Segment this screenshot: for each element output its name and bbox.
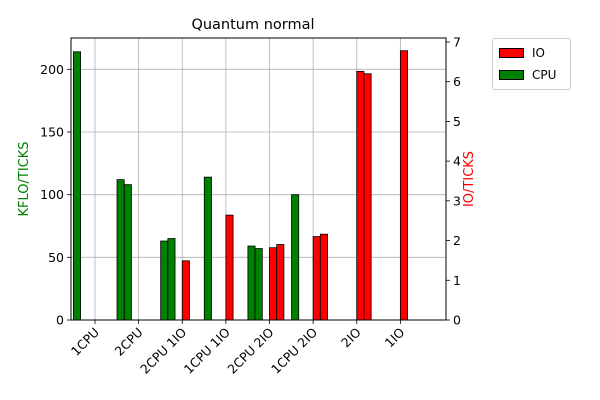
tick-label-right-1: 1 <box>453 273 461 288</box>
chart-title: Quantum normal <box>191 17 314 33</box>
bar-cpu-4-0 <box>247 245 256 321</box>
tick-label-right-3: 3 <box>453 193 461 208</box>
tick-label-right-4: 4 <box>453 154 461 169</box>
bar-cpu-2-1 <box>167 238 176 321</box>
bar-io-6-0 <box>356 70 365 321</box>
tick-label-right-0: 0 <box>453 313 461 328</box>
legend-item-cpu: CPU <box>493 64 570 86</box>
legend: IO CPU <box>492 38 571 90</box>
tick-label-x-2: 2CPU 1IO <box>137 324 189 376</box>
legend-swatch-io <box>499 48 524 58</box>
y-axis-right-label: IO/TICKS <box>462 151 477 207</box>
legend-label-cpu: CPU <box>532 68 557 82</box>
tick-label-x-4: 2CPU 2IO <box>224 324 276 376</box>
bar-io-4-1 <box>276 244 285 321</box>
bar-cpu-1-0 <box>116 179 125 321</box>
bar-cpu-4-1 <box>254 248 263 321</box>
bar-io-6-1 <box>363 73 372 321</box>
tick-label-left-0: 0 <box>56 313 64 328</box>
tick-label-x-5: 1CPU 2IO <box>268 324 320 376</box>
bar-io-3-0 <box>225 214 234 321</box>
y-axis-left-label: KFLO/TICKS <box>17 141 32 216</box>
tick-label-x-7: 1IO <box>382 324 408 350</box>
bars <box>73 50 416 321</box>
bar-cpu-3-0 <box>203 176 212 321</box>
right-axis: 0 1 2 3 4 5 6 7 <box>446 34 461 328</box>
tick-label-right-2: 2 <box>453 233 461 248</box>
plot-frame <box>70 37 447 321</box>
tick-label-right-6: 6 <box>453 74 461 89</box>
bar-cpu-2-0 <box>160 240 169 321</box>
bar-io-4-0 <box>269 247 278 321</box>
bar-cpu-5-0 <box>291 194 300 321</box>
bar-cpu-0-0 <box>73 51 82 321</box>
tick-label-left-4: 200 <box>40 62 64 77</box>
bar-cpu-1-1 <box>123 184 132 321</box>
legend-swatch-cpu <box>499 70 524 80</box>
tick-label-x-6: 2IO <box>338 324 364 350</box>
tick-label-x-1: 2CPU <box>112 325 146 359</box>
left-axis: 0 50 100 150 200 <box>40 62 71 328</box>
bar-io-7-0 <box>399 50 408 321</box>
bar-io-2-0 <box>181 260 190 321</box>
tick-label-right-5: 5 <box>453 114 461 129</box>
tick-label-left-1: 50 <box>48 250 64 265</box>
legend-label-io: IO <box>532 46 545 60</box>
tick-label-left-2: 100 <box>40 187 64 202</box>
bar-io-5-0 <box>312 236 321 321</box>
tick-label-x-3: 1CPU 1IO <box>181 324 233 376</box>
legend-item-io: IO <box>493 42 570 64</box>
tick-label-right-7: 7 <box>453 34 461 49</box>
tick-label-left-3: 150 <box>40 125 64 140</box>
tick-label-x-0: 1CPU <box>68 325 102 359</box>
bar-io-5-1 <box>319 233 328 321</box>
